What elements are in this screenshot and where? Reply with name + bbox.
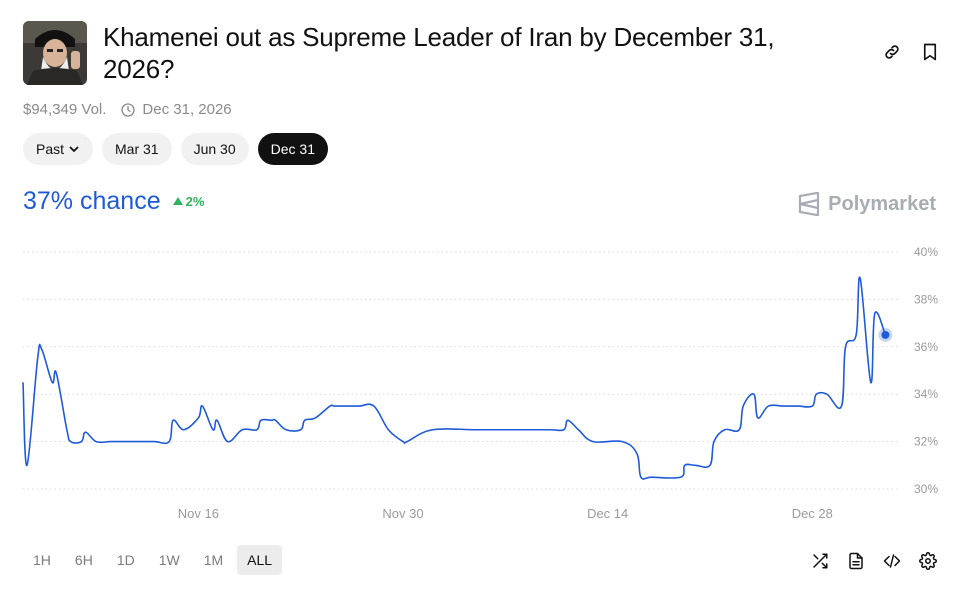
bookmark-icon[interactable] <box>920 42 940 62</box>
pill-label: Mar 31 <box>115 141 159 157</box>
market-meta: $94,349 Vol. Dec 31, 2026 <box>23 101 232 118</box>
range-1d[interactable]: 1D <box>107 545 145 575</box>
pill-label: Jun 30 <box>193 141 236 157</box>
market-avatar <box>23 21 87 85</box>
polymarket-icon <box>799 192 820 216</box>
range-label: 1H <box>33 552 51 568</box>
range-6h[interactable]: 6H <box>65 545 103 575</box>
document-icon[interactable] <box>846 551 866 571</box>
pill-past[interactable]: Past <box>23 133 94 165</box>
polymarket-logo: Polymarket <box>798 192 936 216</box>
embed-code-icon[interactable] <box>882 551 902 571</box>
range-all[interactable]: ALL <box>237 545 283 575</box>
change-value: 2% <box>185 193 205 209</box>
settings-icon[interactable] <box>918 551 938 571</box>
y-tick-label: 30% <box>914 482 938 496</box>
y-tick-label: 32% <box>914 435 938 449</box>
portrait-image <box>23 21 87 85</box>
range-1m[interactable]: 1M <box>194 545 233 575</box>
range-label: 6H <box>74 552 93 568</box>
brand-name: Polymarket <box>828 192 936 215</box>
date-pills: Past Mar 31 Jun 30 Dec 31 <box>23 133 328 165</box>
range-label: 1M <box>203 552 224 568</box>
x-tick-label: Dec 28 <box>792 506 833 521</box>
triangle-up-icon <box>172 197 183 205</box>
chart-tools <box>810 551 938 571</box>
x-tick-label: Nov 16 <box>178 506 219 521</box>
series-line <box>22 276 887 480</box>
y-tick-label: 40% <box>914 245 938 259</box>
x-tick-label: Dec 14 <box>587 506 628 521</box>
pill-mar-31[interactable]: Mar 31 <box>102 133 172 165</box>
time-range-selector: 1H 6H 1D 1W 1M ALL <box>23 545 283 575</box>
link-icon[interactable] <box>882 42 902 62</box>
range-1w[interactable]: 1W <box>149 545 190 575</box>
range-label: ALL <box>247 552 273 568</box>
y-tick-label: 34% <box>914 387 938 401</box>
market-title: Khamenei out as Supreme Leader of Iran b… <box>103 22 775 84</box>
y-tick-label: 38% <box>914 292 938 306</box>
y-tick-label: 36% <box>914 340 938 354</box>
pill-label: Past <box>36 141 65 157</box>
shuffle-icon[interactable] <box>810 551 830 571</box>
current-point <box>881 330 890 339</box>
header-actions <box>882 42 940 62</box>
pill-jun-30[interactable]: Jun 30 <box>180 133 249 165</box>
range-1h[interactable]: 1H <box>23 545 61 575</box>
pill-label: Dec 31 <box>270 141 315 157</box>
range-label: 1D <box>116 552 135 568</box>
end-date-text: Dec 31, 2026 <box>142 101 232 118</box>
range-label: 1W <box>158 552 180 568</box>
chance-value: 37% chance <box>23 187 161 215</box>
change-badge: 2% <box>172 193 205 209</box>
volume-text: $94,349 Vol. <box>23 101 107 118</box>
x-tick-label: Nov 30 <box>382 506 423 521</box>
clock-icon <box>120 102 136 118</box>
pill-dec-31[interactable]: Dec 31 <box>257 133 328 165</box>
chevron-down-icon <box>69 146 79 152</box>
price-chart[interactable]: 30% 32% 34% 36% 38% 40% Nov 16 Nov 30 Dec 14 Dec … <box>0 236 964 536</box>
chance-display: 37% chance 2% <box>23 187 204 216</box>
